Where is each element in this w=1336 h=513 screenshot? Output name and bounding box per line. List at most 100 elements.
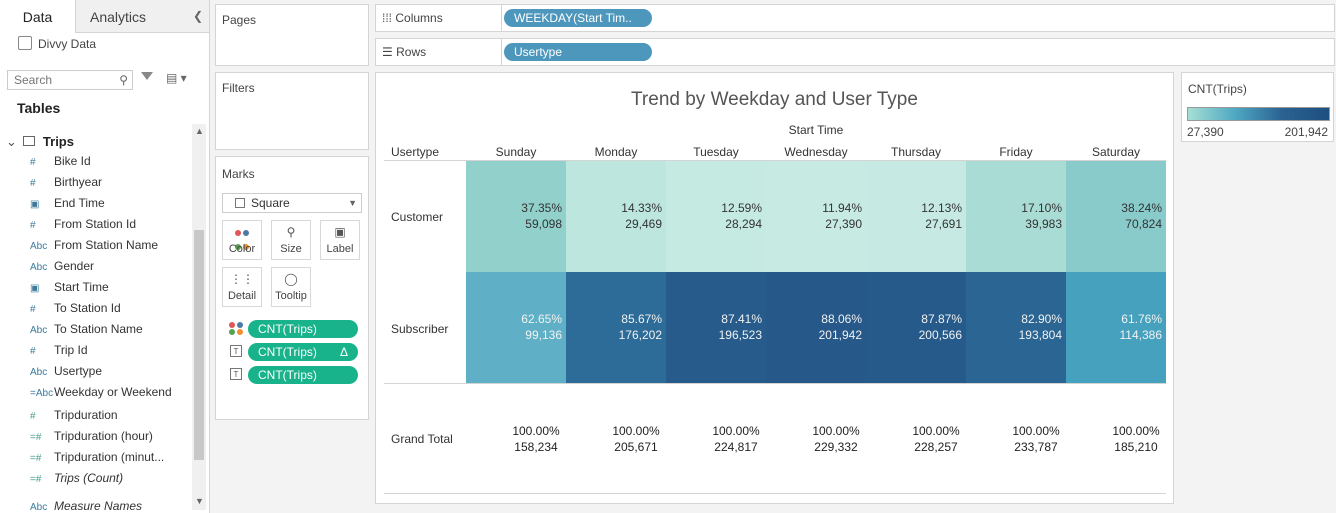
field-item[interactable]: Abc To Station Name <box>30 319 143 340</box>
crosstab-cell[interactable]: 88.06% 201,942 <box>766 272 866 383</box>
crosstab-cell[interactable]: 61.76% 114,386 <box>1066 272 1166 383</box>
day-header[interactable]: Wednesday <box>784 145 848 159</box>
field-item[interactable]: Abc Gender <box>30 256 94 277</box>
color-legend[interactable]: CNT(Trips) 27,390 201,942 <box>1181 72 1334 142</box>
table-name: Trips <box>42 134 74 149</box>
crosstab-cell[interactable]: 37.35% 59,098 <box>466 161 566 272</box>
columns-pill[interactable]: WEEKDAY(Start Tim.. <box>504 9 652 27</box>
filter-icon[interactable] <box>141 72 153 80</box>
color-measure-pill[interactable]: CNT(Trips) <box>248 320 358 338</box>
tab-data[interactable]: Data <box>0 0 75 34</box>
crosstab-cell[interactable]: 14.33% 29,469 <box>566 161 666 272</box>
field-item[interactable]: =# Tripduration (minut... <box>30 447 164 468</box>
search-box[interactable]: ⚲ <box>7 70 133 90</box>
crosstab-cell[interactable]: 11.94% 27,390 <box>766 161 866 272</box>
text-label-icon: ▣ <box>334 225 346 239</box>
grand-total-cell[interactable]: 100.00% 185,210 <box>1086 423 1186 455</box>
legend-gradient <box>1187 107 1330 121</box>
day-header[interactable]: Thursday <box>890 145 942 159</box>
field-item[interactable]: ▣ Start Time <box>30 277 109 298</box>
field-item[interactable]: Abc Usertype <box>30 361 102 382</box>
day-header[interactable]: Friday <box>999 145 1033 159</box>
mark-type-dropdown[interactable]: Square ▼ <box>222 193 362 213</box>
scroll-down-icon[interactable]: ▼ <box>195 496 204 506</box>
day-header[interactable]: Saturday <box>1091 145 1141 159</box>
field-item[interactable]: # Birthyear <box>30 172 102 193</box>
field-type-icon: Abc <box>30 325 48 336</box>
crosstab-cell[interactable]: 87.87% 200,566 <box>866 272 966 383</box>
field-label: To Station Name <box>54 322 143 336</box>
shelf-divider <box>501 5 502 31</box>
crosstab-cell[interactable]: 85.67% 176,202 <box>566 272 666 383</box>
field-item[interactable]: # Trip Id <box>30 340 88 361</box>
grand-total-cell[interactable]: 100.00% 224,817 <box>686 423 786 455</box>
day-header[interactable]: Tuesday <box>693 145 739 159</box>
field-type-icon: =# <box>30 474 42 485</box>
total-count: 224,817 <box>714 440 758 454</box>
field-item[interactable]: # Tripduration <box>30 405 118 426</box>
field-label: Start Time <box>54 280 109 294</box>
field-item[interactable]: Abc From Station Name <box>30 235 158 256</box>
grand-total-cell[interactable]: 100.00% 229,332 <box>786 423 886 455</box>
crosstab-cell[interactable]: 82.90% 193,804 <box>966 272 1066 383</box>
columns-shelf[interactable]: ⁞⁞⁞ Columns WEEKDAY(Start Tim.. <box>375 4 1335 32</box>
size-button[interactable]: ⚲ Size <box>271 220 311 260</box>
rows-shelf[interactable]: ☰ Rows Usertype <box>375 38 1335 66</box>
field-label: Trips (Count) <box>54 471 124 485</box>
day-header[interactable]: Sunday <box>495 145 537 159</box>
field-item[interactable]: Abc Measure Names <box>30 496 142 513</box>
field-list-scrollbar[interactable]: ▲ ▼ <box>192 124 206 510</box>
scroll-up-icon[interactable]: ▲ <box>195 126 204 136</box>
datasource[interactable]: Divvy Data <box>18 36 96 51</box>
field-item[interactable]: =# Tripduration (hour) <box>30 426 153 447</box>
day-header[interactable]: Monday <box>594 145 638 159</box>
field-item[interactable]: ▣ End Time <box>30 193 105 214</box>
grand-total-cell[interactable]: 100.00% 233,787 <box>986 423 1086 455</box>
crosstab-cell[interactable]: 38.24% 70,824 <box>1066 161 1166 272</box>
search-icon[interactable]: ⚲ <box>119 73 128 87</box>
row-label-customer[interactable]: Customer <box>391 210 444 224</box>
label-measure-pill[interactable]: CNT(Trips) <box>248 366 358 384</box>
cell-values: 14.33% 29,469 <box>621 200 662 232</box>
cell-count: 39,983 <box>1025 217 1062 231</box>
field-item[interactable]: # Bike Id <box>30 151 91 172</box>
field-item[interactable]: # From Station Id <box>30 214 136 235</box>
cell-percent: 14.33% <box>621 201 662 215</box>
search-input[interactable] <box>8 71 114 89</box>
grand-total-cell[interactable]: 100.00% 228,257 <box>886 423 986 455</box>
crosstab-cell[interactable]: 62.65% 99,136 <box>466 272 566 383</box>
scroll-thumb[interactable] <box>194 230 204 460</box>
crosstab-cell[interactable]: 87.41% 196,523 <box>666 272 766 383</box>
view-options-icon[interactable]: ▤ ▾ <box>166 71 187 85</box>
cell-percent: 62.65% <box>521 312 562 326</box>
label-measure-pill[interactable]: CNT(Trips) Δ <box>248 343 358 361</box>
rows-pill[interactable]: Usertype <box>504 43 652 61</box>
cell-percent: 17.10% <box>1021 201 1062 215</box>
field-item[interactable]: # To Station Id <box>30 298 121 319</box>
tooltip-button[interactable]: ◯ Tooltip <box>271 267 311 307</box>
grand-total-cell[interactable]: 100.00% 205,671 <box>586 423 686 455</box>
tab-analytics[interactable]: Analytics <box>75 0 209 33</box>
detail-button[interactable]: ⋮⋮ Detail <box>222 267 262 307</box>
table-trips[interactable]: ⌄ Trips <box>6 134 74 150</box>
filters-card[interactable]: Filters <box>215 72 369 150</box>
field-item[interactable]: =AbcWeekday or Weekend <box>30 382 172 403</box>
color-button[interactable]: Color <box>222 220 262 260</box>
field-item[interactable]: =# Trips (Count) <box>30 468 123 489</box>
crosstab-cell[interactable]: 12.59% 28,294 <box>666 161 766 272</box>
collapse-pane-icon[interactable]: ❮ <box>192 9 203 23</box>
tables-header: Tables <box>17 100 61 116</box>
chevron-down-icon[interactable]: ⌄ <box>6 134 17 149</box>
grand-total-cell[interactable]: 100.00% 158,234 <box>486 423 586 455</box>
field-type-icon: # <box>30 178 36 189</box>
pages-card[interactable]: Pages <box>215 4 369 66</box>
crosstab-cell[interactable]: 12.13% 27,691 <box>866 161 966 272</box>
crosstab-cell[interactable]: 17.10% 39,983 <box>966 161 1066 272</box>
field-type-icon: Abc <box>30 241 48 252</box>
field-label: From Station Name <box>54 238 159 252</box>
cell-values: 85.67% 176,202 <box>619 311 662 343</box>
label-button[interactable]: ▣ Label <box>320 220 360 260</box>
cell-count: 70,824 <box>1125 217 1162 231</box>
row-label-subscriber[interactable]: Subscriber <box>391 322 449 336</box>
cell-values: 82.90% 193,804 <box>1019 311 1062 343</box>
